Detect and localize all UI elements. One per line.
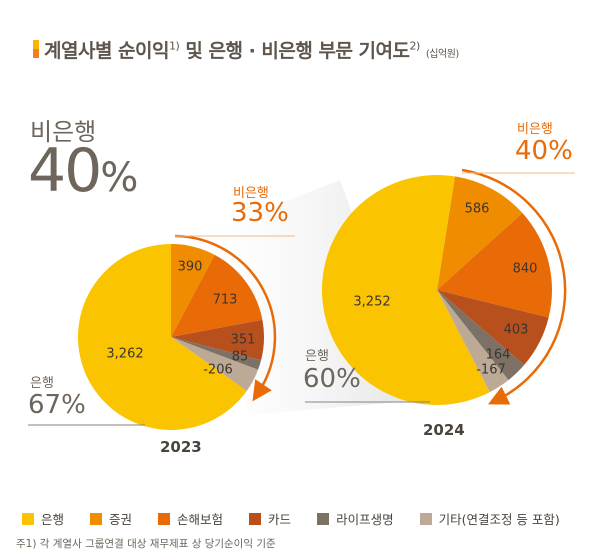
data-label-2023-3: 351 bbox=[231, 333, 256, 348]
legend-swatch bbox=[22, 512, 34, 525]
legend-item: 손해보험 bbox=[158, 509, 223, 528]
legend: 은행 증권 손해보험 카드 라이프생명 기타(연결조정 등 포함) bbox=[22, 509, 586, 528]
pie-slice-2023-4 bbox=[171, 337, 262, 370]
legend-item: 라이프생명 bbox=[317, 509, 394, 528]
legend-label: 증권 bbox=[109, 512, 133, 527]
data-label-2023-4: 85 bbox=[232, 350, 249, 365]
nonbank-share-2023: 33% bbox=[231, 198, 289, 228]
nonbank-share-2024: 40% bbox=[515, 136, 573, 166]
legend-label: 은행 bbox=[41, 512, 65, 527]
data-label-2023-1: 390 bbox=[178, 260, 203, 275]
pie-slice-2024-1 bbox=[437, 176, 523, 290]
pie-slice-2024-3 bbox=[437, 290, 549, 365]
data-label-2023-2: 713 bbox=[213, 293, 238, 308]
pie-slice-2024-0 bbox=[322, 175, 490, 405]
bank-label-2024: 은행 bbox=[305, 349, 329, 364]
headline-label: 비은행 bbox=[30, 118, 97, 146]
legend-swatch bbox=[249, 512, 262, 525]
year-2024: 2024 bbox=[423, 421, 465, 439]
data-label-2024-0: 3,252 bbox=[353, 295, 390, 310]
pie-slice-2023-2 bbox=[171, 254, 263, 337]
legend-label: 손해보험 bbox=[177, 512, 224, 527]
legend-swatch bbox=[90, 512, 103, 525]
bank-share-2024: 60% bbox=[303, 364, 361, 394]
data-label-2024-2: 840 bbox=[513, 262, 538, 277]
pie-slice-2023-1 bbox=[171, 244, 215, 337]
data-label-2024-3: 403 bbox=[504, 323, 529, 338]
legend-swatch bbox=[317, 512, 330, 525]
data-label-2023-5: -206 bbox=[203, 363, 233, 378]
legend-item: 은행 bbox=[22, 509, 64, 528]
data-label-2024-5: -167 bbox=[476, 363, 506, 378]
pie-slice-2023-0 bbox=[78, 244, 247, 430]
footnote: 주1) 각 계열사 그룹연결 대상 재무제표 상 당기순이익 기준 bbox=[16, 538, 276, 550]
nonbank-label-2024: 비은행 bbox=[517, 122, 553, 137]
legend-item: 카드 bbox=[249, 509, 291, 528]
legend-swatch bbox=[158, 512, 171, 525]
pie-charts: 3,262 390 713 351 85-206 3,252 586 840 403 164-16… bbox=[28, 168, 575, 430]
nonbank-arc-2023 bbox=[174, 234, 277, 402]
pie-slice-2023-5 bbox=[171, 337, 259, 391]
nonbank-label-2023: 비은행 bbox=[233, 186, 269, 201]
legend-label: 카드 bbox=[268, 512, 292, 527]
year-2023: 2023 bbox=[160, 438, 202, 456]
data-label-2023-0: 3,262 bbox=[106, 347, 143, 362]
chart-title: 계열사별 순이익1) 및 은행 · 비은행 부문 기여도2) (십억원) bbox=[44, 39, 459, 62]
bank-label-2023: 은행 bbox=[30, 376, 54, 391]
data-label-2024-1: 586 bbox=[465, 202, 490, 217]
data-label-2024-4: 164 bbox=[486, 348, 511, 363]
pie-slice-2023-3 bbox=[171, 319, 264, 361]
pie-slice-2024-5 bbox=[437, 290, 509, 393]
title-marker bbox=[33, 40, 39, 58]
legend-label: 기타(연결조정 등 포함) bbox=[438, 512, 560, 527]
bank-share-2023: 67% bbox=[28, 390, 86, 420]
nonbank-arc-2024 bbox=[461, 168, 567, 405]
legend-item: 증권 bbox=[90, 509, 132, 528]
legend-item: 기타(연결조정 등 포함) bbox=[419, 509, 560, 528]
legend-label: 라이프생명 bbox=[336, 512, 394, 527]
headline-value: 40% bbox=[28, 136, 138, 206]
pie-slice-2024-4 bbox=[437, 290, 525, 381]
pie-slice-2024-2 bbox=[437, 213, 552, 318]
legend-swatch bbox=[419, 512, 432, 525]
